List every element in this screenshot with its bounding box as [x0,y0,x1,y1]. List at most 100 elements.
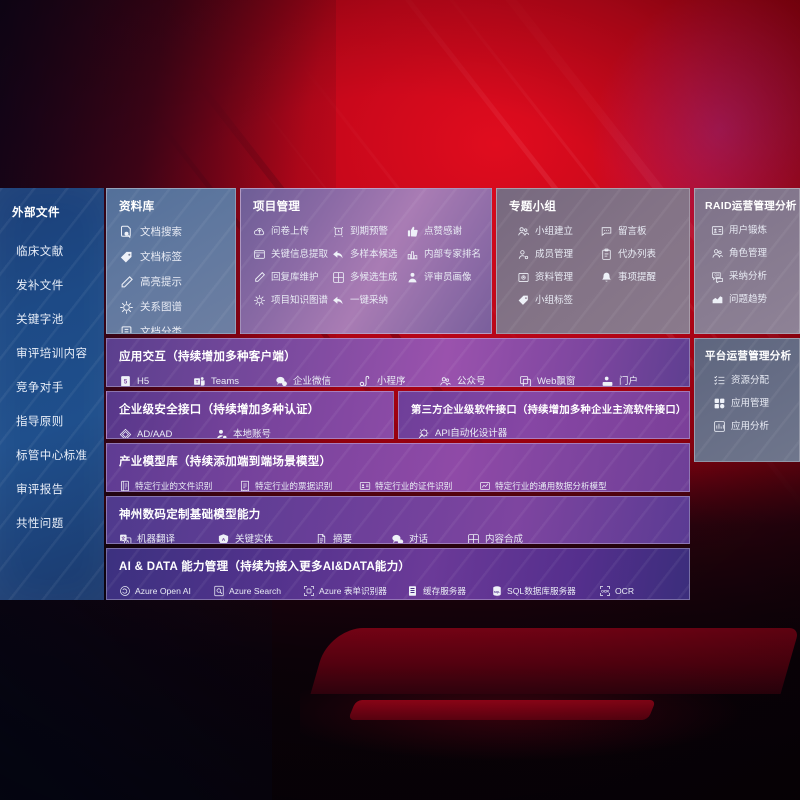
card-ai-data[interactable]: AI & DATA 能力管理（持续为接入更多AI&DATA能力） Azure O… [106,548,690,600]
search-doc-icon [213,585,225,597]
card-project-management[interactable]: 项目管理 问卷上传 到期预警 点赞感谢 关键信息提取 [240,188,492,334]
industry-item-data-analysis-model[interactable]: 特定行业的通用数据分析模型 [477,475,626,491]
industry-item-receipt-recognition[interactable]: 特定行业的票据识别 [237,475,357,491]
library-item-relation-graph[interactable]: 关系图谱 [117,295,227,320]
group-item-todo-list[interactable]: 代办列表 [598,243,681,266]
svg-text:QA: QA [715,273,721,277]
group-item-reminder[interactable]: 事项提醒 [598,266,681,289]
project-item-project-knowledge-graph[interactable]: 项目知识图谱 [251,289,330,312]
ai-item-azure-openai[interactable]: Azure Open AI [117,580,211,599]
ai-item-sql-database[interactable]: SQL SQL数据库服务器 [489,580,597,599]
project-item-multi-candidate-gen[interactable]: 多候选生成 [330,266,404,289]
security-item-local-account[interactable]: 本地账号 [213,423,309,438]
card-industry-model[interactable]: 产业模型库（持续添加端到端场景模型） 特定行业的文件识别 特定行业的票据识别 特… [106,443,690,492]
card-title-platform: 平台运营管理分析 [705,350,792,362]
platform-item-app-manage[interactable]: 应用管理 [711,392,791,415]
interaction-item-web-float[interactable]: Web飘窗 [517,370,599,386]
interaction-item-teams[interactable]: T Teams [191,370,273,386]
project-item-multi-sample-candidate[interactable]: 多样本候选 [330,243,404,266]
ranking-bar-icon [406,248,419,261]
project-item-reviewer-profile[interactable]: 评审员画像 [404,266,483,289]
card-platform-analysis[interactable]: 平台运营管理分析 资源分配 应用管理 应用分析 [694,338,800,462]
interaction-item-h5[interactable]: 5 H5 [117,370,191,386]
base-item-content-synthesis[interactable]: 内容合成 [465,528,563,543]
svg-text:A: A [222,537,226,543]
sidebar-item-review-report[interactable]: 审评报告 [16,484,64,496]
interaction-item-miniprogram[interactable]: 小程序 [357,370,437,387]
library-item-document-search[interactable]: 文档搜索 [117,220,227,245]
interaction-item-official-account[interactable]: 公众号 [437,370,517,386]
ai-item-form-recognizer[interactable]: Azure 表单识别器 [301,580,405,599]
sidebar-item-common-issues[interactable]: 共性问题 [16,518,64,530]
project-item-due-alert[interactable]: 到期预警 [330,220,404,243]
base-item-dialog[interactable]: 对话 [389,528,465,543]
knowledge-graph-icon [119,300,134,315]
project-item-questionnaire-upload[interactable]: 问卷上传 [251,220,330,243]
project-item-expert-ranking[interactable]: 内部专家排名 [404,243,483,266]
industry-item-file-recognition[interactable]: 特定行业的文件识别 [117,475,237,491]
alarm-icon [332,225,345,238]
sidebar-item-clinical-literature[interactable]: 临床文献 [16,246,64,258]
ai-item-azure-search[interactable]: Azure Search [211,580,301,599]
base-item-key-entity[interactable]: A 关键实体 [215,528,313,543]
svg-text:OCR: OCR [601,590,609,594]
library-item-document-tag[interactable]: 文档标签 [117,245,227,270]
card-third-party-interface[interactable]: 第三方企业级软件接口（持续增加多种企业主流软件接口） API自动化设计器 [398,391,690,439]
trend-chart-icon [711,293,724,306]
raid-item-user-training[interactable]: 用户锻炼 [709,219,791,242]
library-item-document-category[interactable]: 文档分类 [117,320,227,333]
sidebar-item-standards-center[interactable]: 标管中心标准 [16,450,88,462]
teams-icon: T [193,375,206,386]
checklist-icon [713,374,726,387]
official-account-icon [439,375,452,386]
base-item-summary[interactable]: 摘要 [313,528,389,544]
project-item-reply-library[interactable]: 回复库维护 [251,266,330,289]
card-title-project: 项目管理 [253,201,301,213]
project-item-thanks-like[interactable]: 点赞感谢 [404,220,483,243]
platform-item-app-analysis[interactable]: 应用分析 [711,415,791,438]
sidebar-external-files: 外部文件 临床文献 发补文件 关键字池 审评培训内容 竞争对手 指导原则 标管中… [0,188,104,600]
card-app-interaction[interactable]: 应用交互（持续增加多种客户端） 5 H5 T Teams 企业微信 小程序 [106,338,690,387]
sidebar-item-competitors[interactable]: 竞争对手 [16,382,64,394]
ai-item-cache-server[interactable]: 缓存服务器 [405,580,489,599]
base-item-label: 摘要 [333,533,353,544]
id-card-icon [359,480,371,491]
third-party-item-api-designer[interactable]: API自动化设计器 [415,422,509,438]
card-enterprise-security[interactable]: 企业级安全接口（持续增加多种认证） AD/AAD 本地账号 组织定义 [106,391,394,439]
card-topic-group[interactable]: 专题小组 小组建立 留言板 成员管理 代办列表 [496,188,690,334]
cloud-upload-icon [253,225,266,238]
sidebar-item-keyword-pool[interactable]: 关键字池 [16,314,64,326]
raid-item-issue-trend[interactable]: 问题趋势 [709,288,791,311]
project-item-one-click-adopt[interactable]: 一键采纳 [330,289,404,312]
raid-item-role-manage[interactable]: 角色管理 [709,242,791,265]
group-item-group-tag[interactable]: 小组标签 [515,289,598,312]
group-item-create[interactable]: 小组建立 [515,220,598,243]
h5-icon: 5 [119,375,132,386]
card-library[interactable]: 资料库 文档搜索 文档标签 高亮提示 关系图谱 [106,188,236,334]
raid-item-adoption-analysis[interactable]: QA 采纳分析 [709,265,791,288]
sidebar-item-review-training[interactable]: 审评培训内容 [16,348,88,360]
project-item-key-info-extract[interactable]: 关键信息提取 [251,243,330,266]
security-item-ad-aad[interactable]: AD/AAD [117,423,213,438]
interaction-item-label: 小程序 [377,375,406,387]
web-float-window-icon [519,375,532,386]
entity-shield-icon: A [217,533,230,543]
industry-item-id-recognition[interactable]: 特定行业的证件识别 [357,475,477,491]
card-raid-analysis[interactable]: RAID运营管理分析 用户锻炼 角色管理 QA 采纳分析 问题趋势 [694,188,800,334]
group-item-message-board[interactable]: 留言板 [598,220,681,243]
library-item-highlight[interactable]: 高亮提示 [117,270,227,295]
interaction-item-portal[interactable]: 门户 [599,370,667,386]
ai-item-ocr[interactable]: OCR OCR [597,580,655,599]
project-item-label: 关键信息提取 [271,248,329,260]
group-item-material-manage[interactable]: 资料管理 [515,266,598,289]
card-title-ai-data: AI & DATA 能力管理（持续为接入更多AI&DATA能力） [119,561,411,573]
sidebar-item-guidelines[interactable]: 指导原则 [16,416,64,428]
platform-item-resource-allocation[interactable]: 资源分配 [711,369,791,392]
interaction-item-wecom[interactable]: 企业微信 [273,370,357,386]
sidebar-item-supplement-files[interactable]: 发补文件 [16,280,64,292]
adopt-arrow-icon [332,294,345,307]
group-item-member-manage[interactable]: 成员管理 [515,243,598,266]
